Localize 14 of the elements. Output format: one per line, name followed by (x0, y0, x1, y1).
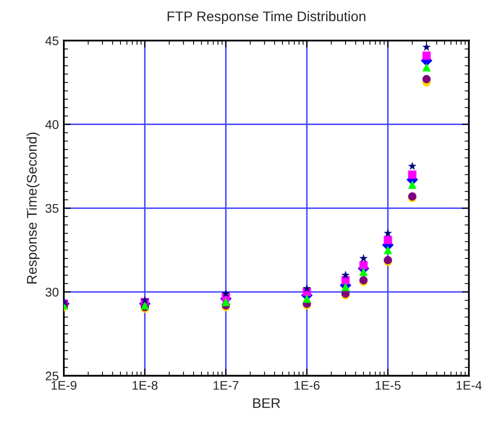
x-tick-label: 1E-6 (294, 380, 320, 390)
x-tick-label: 1E-8 (132, 380, 158, 390)
y-axis-title: Response Time(Second) (26, 132, 40, 284)
y-tick-label: 45 (45, 36, 58, 46)
x-tick-label: 1E-4 (456, 381, 482, 390)
x-tick-label: 1E-5 (376, 381, 401, 390)
x-tick-label: 1E-7 (214, 381, 238, 390)
x-tick-label: 1E-9 (52, 380, 76, 390)
y-tick-label: 25 (46, 372, 58, 380)
y-tick-label: 30 (46, 288, 58, 297)
chart-title: FTP Response Time Distribution (168, 11, 366, 24)
x-axis-title: BER (253, 398, 280, 408)
y-tick-label: 40 (45, 120, 58, 130)
y-tick-label: 35 (46, 204, 58, 213)
